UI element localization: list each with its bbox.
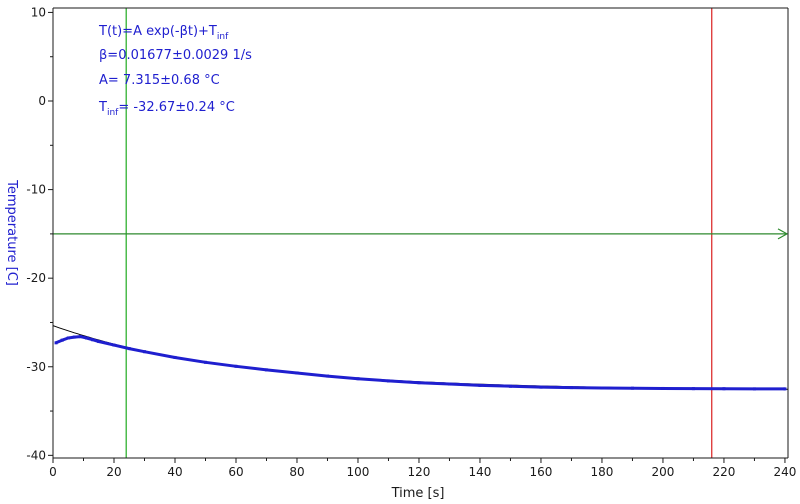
series-layer [52,325,788,391]
horizontal-marker-arrowhead [777,228,789,240]
data-point [569,386,573,390]
fit-formula-sub: inf [217,32,229,42]
fit-beta: β=0.01677±0.0029 1/s [99,48,252,63]
data-point [600,386,604,390]
y-tick-label: 10 [31,5,46,19]
x-tick-label: 0 [49,465,57,479]
fit-tinf-sub: inf [107,108,119,118]
data-point [60,338,64,342]
x-tick-label: 140 [469,465,492,479]
x-axis-title: Time [s] [391,486,445,501]
y-tick-label: -10 [26,183,46,197]
data-point [112,343,116,347]
data-point [97,340,101,344]
fit-amplitude: A= 7.315±0.68 °C [99,73,220,88]
y-tick-label: -30 [26,360,46,374]
x-tick-label: 120 [408,465,431,479]
data-point [783,387,787,391]
y-tick-label: 0 [38,94,46,108]
fit-curve [52,325,788,390]
y-tick-label: -20 [26,271,46,285]
data-point [539,385,543,389]
data-point [78,335,82,339]
data-point [234,364,238,368]
data-point [386,379,390,383]
x-tick-label: 60 [228,465,243,479]
fit-tinf: Tinf= -32.67±0.24 °C [98,100,235,118]
data-point [91,338,95,342]
data-point [478,383,482,387]
fit-tinf-main: T [98,100,107,115]
x-tick-label: 80 [289,465,304,479]
y-tick-label: -40 [26,448,46,462]
data-point [66,336,70,340]
measured-data-line [55,335,785,391]
fit-formula: T(t)=A exp(-βt)+Tinf [98,24,229,42]
data-point [142,350,146,354]
fit-tinf-value: = -32.67±0.24 °C [118,100,234,115]
y-axis-title: Temperature [C] [4,179,19,286]
data-point [691,387,695,391]
data-point [127,347,131,351]
data-point [356,377,360,381]
data-point [661,386,665,390]
data-point [295,371,299,375]
x-tick-label: 40 [167,465,182,479]
data-point [447,382,451,386]
x-tick-label: 200 [652,465,675,479]
data-point [85,336,89,340]
marker-layer [53,8,789,458]
x-tick-label: 160 [530,465,553,479]
data-point [417,381,421,385]
x-tick-label: 240 [773,465,796,479]
data-point [54,341,58,345]
axis-layer: 0 20 40 60 80 100 120 140 160 180 200 220 240100-10-… [26,5,796,479]
x-tick-label: 220 [713,465,736,479]
data-point [325,374,329,378]
x-tick-label: 100 [347,465,370,479]
x-tick-label: 20 [106,465,121,479]
data-point [264,368,268,372]
data-point [630,386,634,390]
x-tick-label: 180 [591,465,614,479]
data-point [173,355,177,359]
data-point [72,335,76,339]
data-point [508,384,512,388]
data-point [203,360,207,364]
fit-formula-main: T(t)=A exp(-βt)+T [98,24,217,39]
fit-annotation: T(t)=A exp(-βt)+Tinf β=0.01677±0.0029 1/… [98,24,252,118]
data-point [752,387,756,391]
data-point [722,387,726,391]
